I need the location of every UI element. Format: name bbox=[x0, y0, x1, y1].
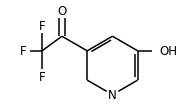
Text: F: F bbox=[20, 45, 27, 58]
Text: O: O bbox=[57, 5, 67, 18]
Text: F: F bbox=[39, 20, 45, 33]
Text: F: F bbox=[39, 70, 45, 83]
Text: OH: OH bbox=[159, 45, 177, 58]
Text: N: N bbox=[108, 88, 117, 101]
